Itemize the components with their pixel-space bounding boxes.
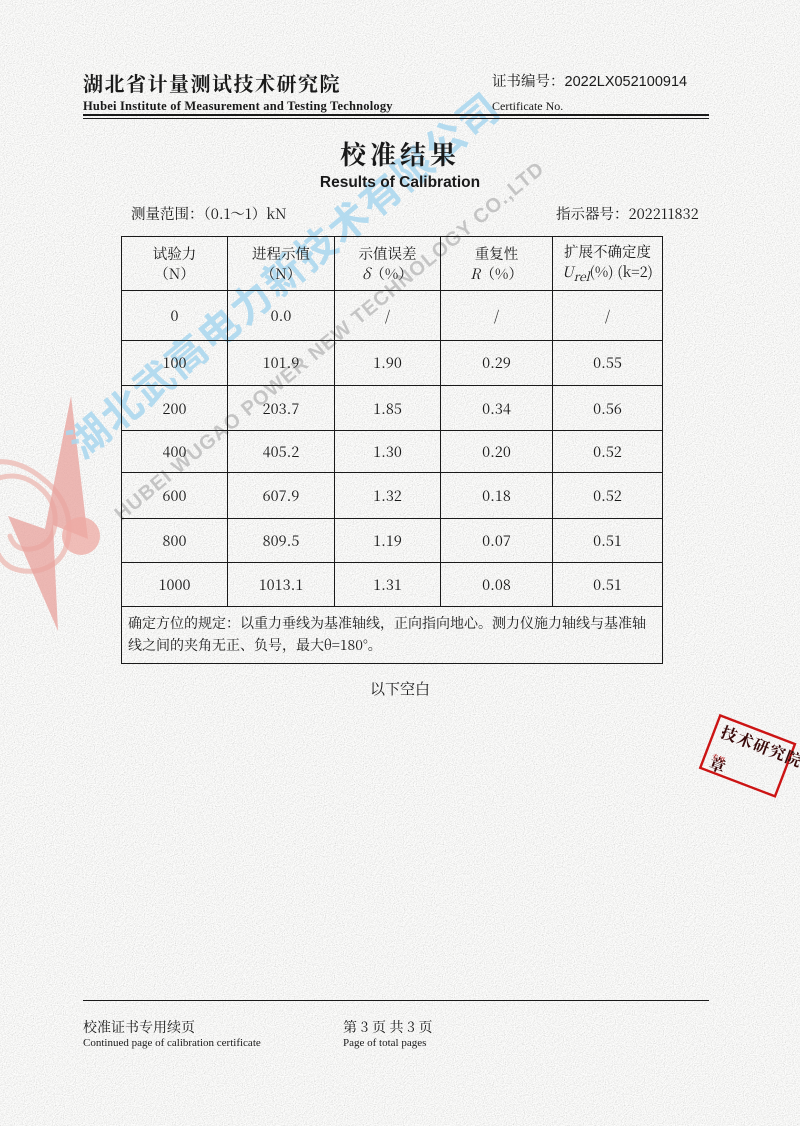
svg-text:章: 章	[706, 751, 729, 778]
svg-text:技术研究院: 技术研究院	[718, 720, 800, 772]
svg-text:专用: 专用	[711, 752, 726, 765]
